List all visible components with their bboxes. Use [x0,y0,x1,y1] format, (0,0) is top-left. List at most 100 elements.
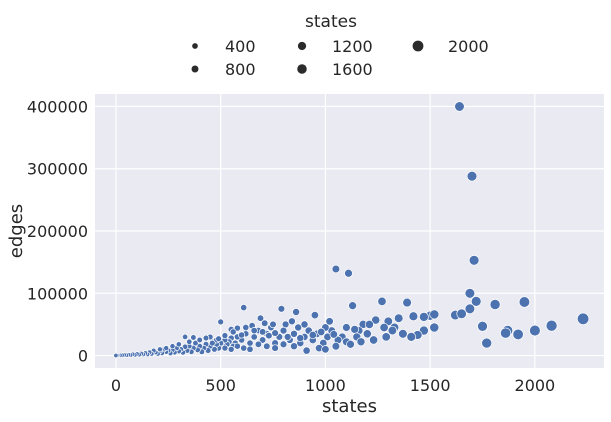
data-point [182,333,189,340]
data-point [466,170,478,182]
data-point [265,331,273,340]
data-point [331,264,341,274]
legend-label: 1600 [332,60,373,79]
data-point [277,304,286,313]
data-point [296,334,305,343]
data-point [294,323,303,332]
data-point [302,346,311,355]
data-point [229,328,237,336]
y-tick-label: 400000 [27,97,88,116]
data-point [362,329,372,339]
y-tick-label: 300000 [27,160,88,179]
data-point [271,329,279,337]
data-point [331,341,341,351]
data-point [371,315,381,325]
x-tick-labels: 0 500 1000 1500 2000 [111,376,555,395]
data-point [329,330,339,339]
legend-label: 1200 [332,37,373,56]
legend-marker [192,43,198,49]
legend: states 400 800 1200 1600 2000 [191,12,489,79]
data-point [283,333,292,341]
data-point [202,334,210,342]
data-point [256,314,265,322]
data-point [217,318,225,326]
data-point [356,337,366,347]
x-axis-label: states [322,396,377,417]
data-point [344,268,353,278]
data-point [529,324,541,337]
data-point [408,311,419,322]
data-point [429,309,440,320]
data-point [250,326,258,335]
legend-label: 2000 [448,37,489,56]
data-point [269,320,277,329]
data-point [261,319,269,327]
data-point [308,330,317,340]
data-point [227,345,235,353]
data-point [342,323,351,332]
data-point [242,323,250,332]
data-points [113,101,590,359]
data-point [464,303,476,315]
data-point [429,322,440,333]
data-point [196,336,203,344]
data-point [464,288,476,299]
data-point [246,339,254,347]
x-tick-label: 1500 [410,376,451,395]
data-point [233,324,241,332]
data-point [221,344,229,352]
legend-marker [297,41,307,51]
data-point [258,328,267,336]
data-point [157,346,163,353]
data-point [113,352,119,359]
data-point [518,296,531,308]
data-point [290,342,298,351]
data-point [379,322,389,333]
x-tick-label: 2000 [515,376,556,395]
y-tick-label: 200000 [27,222,88,241]
data-point [512,328,524,341]
data-point [350,325,360,334]
data-point [489,299,501,310]
data-point [163,345,170,352]
y-axis-label: edges [6,204,27,258]
y-tick-labels: 0 100000 200000 300000 400000 [27,97,88,365]
data-point [348,301,357,311]
data-point [169,343,176,350]
data-point [238,331,246,339]
data-point [477,320,488,332]
data-point [456,308,467,319]
data-point [576,312,590,325]
data-point [221,332,229,339]
data-point [381,332,391,342]
legend-label: 400 [225,37,256,56]
data-point [288,317,296,326]
data-point [279,340,288,349]
data-point [500,327,512,339]
data-point [233,342,241,350]
data-point [470,296,482,307]
data-point [258,336,267,344]
legend-marker [297,64,307,74]
data-point [246,345,254,353]
grid-lines [95,94,604,368]
data-point [186,338,193,345]
y-tick-label: 0 [78,347,88,366]
data-point [402,297,412,308]
data-point [545,319,558,332]
data-point [271,344,279,352]
x-tick-label: 0 [111,376,121,395]
legend-marker [191,65,199,73]
data-point [317,327,326,337]
data-point [240,304,248,312]
data-point [468,255,480,266]
data-point [175,341,182,348]
data-point [325,317,334,326]
x-tick-label: 1000 [305,376,346,395]
data-point [279,326,288,335]
data-point [369,335,379,345]
data-point [419,312,429,322]
data-point [481,337,493,349]
data-point [215,335,222,343]
data-point [377,296,387,306]
